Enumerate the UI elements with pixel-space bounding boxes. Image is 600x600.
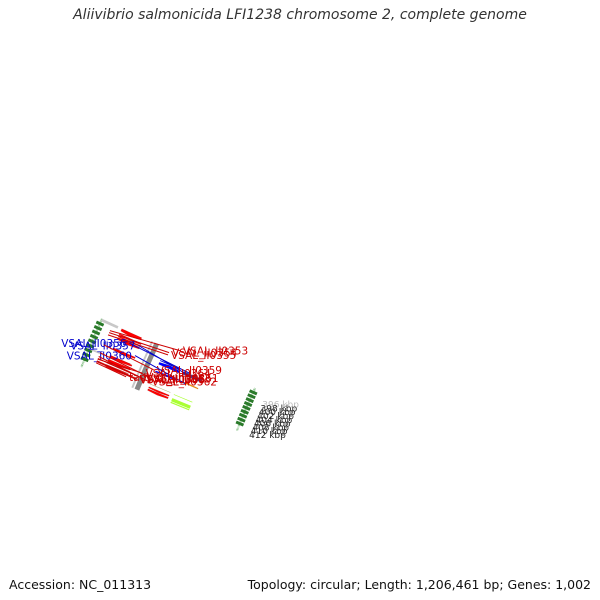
ruler-tick-label: 412 kbp — [249, 431, 286, 441]
ruler-major-tick — [248, 389, 258, 396]
cds-lime-feature — [170, 401, 190, 411]
ruler-tick-label: 396 kbp — [262, 401, 299, 411]
ruler-major-tick — [93, 325, 103, 332]
accession-text: Accession: NC_011313 — [9, 577, 152, 592]
gene-label-leader — [134, 355, 186, 385]
ruler-major-tick — [80, 356, 89, 363]
gene-label: tadV — [129, 372, 154, 384]
cds-olive-feature — [149, 383, 171, 393]
gene-label: VSAL_II0354 — [172, 348, 238, 360]
gene-label: VSAL_II0355 — [171, 350, 236, 362]
cds-red-feature — [148, 386, 170, 397]
ruler-major-tick — [84, 347, 93, 354]
rna-grey-feature — [88, 347, 106, 357]
gene-label-leader — [100, 352, 151, 379]
ruler-major-tick — [82, 351, 91, 358]
ruler-major-tick — [242, 404, 251, 411]
ruler-tick-label: 402 kbp — [257, 412, 294, 422]
ruler-tick-label: 408 kbp — [252, 423, 289, 433]
gene-label: VSAL_II0359 — [157, 365, 222, 377]
gene-label-leader — [96, 360, 138, 380]
gene-label-leader — [138, 345, 189, 376]
ruler-tick-label: 398 kbp — [261, 404, 298, 414]
gene-vsal-ii0357 — [158, 361, 180, 374]
ruler-tick-label: 406 kbp — [254, 420, 291, 430]
gene-label: VSAL_II0365 — [140, 374, 205, 386]
ruler-major-tick — [243, 401, 253, 407]
ruler-tick-label: 400 kbp — [259, 408, 296, 418]
gene-label: VSAL_II0356 — [61, 338, 127, 350]
ruler-major-tick — [95, 320, 105, 327]
gene-label: VSAL_II0364 — [146, 368, 212, 380]
gene-label: VSAL_II0357 — [70, 341, 135, 353]
gene-label: VSAL_II0361 — [153, 373, 218, 385]
gene-label: VSAL_II0362 — [152, 377, 217, 389]
ruler-major-tick — [237, 416, 246, 423]
ruler-major-tick — [247, 393, 256, 400]
cds-lime-feature — [171, 398, 191, 409]
ruler-major-tick — [87, 338, 97, 345]
gene-label-leader — [95, 362, 127, 378]
ruler-major-tick — [238, 412, 248, 419]
ruler-major-tick — [245, 397, 255, 404]
ruler-tick-label: 404 kbp — [256, 416, 293, 426]
gene-label: VSAL_II0363 — [146, 374, 211, 386]
ruler-major-tick — [89, 333, 99, 340]
gene-label-leader — [109, 330, 181, 352]
ruler-major-tick — [235, 420, 245, 427]
gene-label-leader — [97, 358, 143, 374]
genome-summary-text: Topology: circular; Length: 1,206,461 bp… — [247, 577, 591, 592]
ruler-tick-label: 410 kbp — [251, 427, 288, 437]
gene-label-leader — [103, 344, 154, 371]
rna-grey-feature — [101, 318, 119, 329]
gene-label: VSAL_II0366 — [140, 375, 206, 387]
cds-purple-feature — [182, 371, 203, 383]
gene-label: VSAL_II0353 — [183, 346, 248, 358]
cds-red-feature — [147, 388, 169, 400]
gene-label-leader — [108, 332, 170, 354]
cds-lime-feature — [173, 394, 193, 403]
ruler-major-tick — [240, 408, 249, 415]
gene-label-leader — [96, 361, 137, 381]
ruler-major-tick — [85, 342, 95, 349]
map-title: Aliivibrio salmonicida LFI1238 chromosom… — [73, 7, 527, 23]
ruler-major-tick — [91, 329, 101, 336]
gene-vsal-ii0360 — [154, 370, 177, 381]
gene-label-leader — [107, 334, 169, 356]
